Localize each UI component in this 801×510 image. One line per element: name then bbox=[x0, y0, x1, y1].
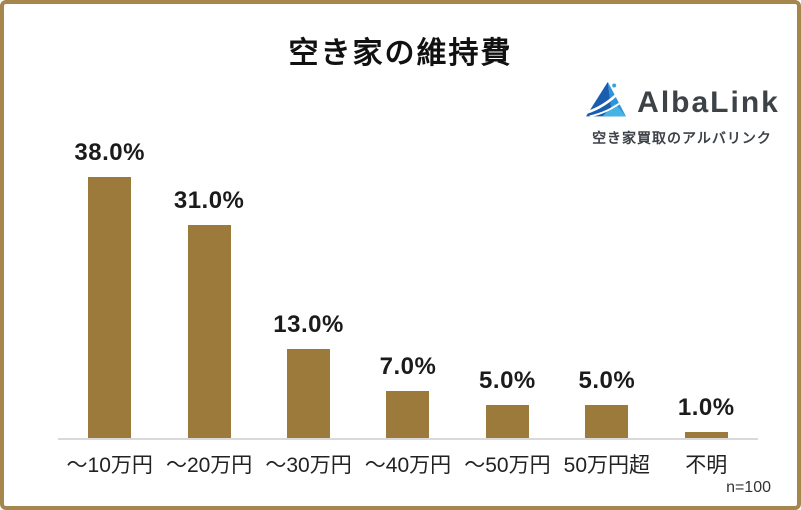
chart-title: 空き家の維持費 bbox=[288, 37, 513, 70]
category-label: ～30万円 bbox=[265, 454, 352, 477]
category-label: ～10万円 bbox=[66, 454, 153, 477]
logo-row: AlbaLink bbox=[584, 80, 780, 125]
category-label: 50万円超 bbox=[563, 454, 650, 477]
bar-column: 5.0% bbox=[557, 366, 656, 439]
bar bbox=[684, 432, 728, 439]
bar-value-label: 5.0% bbox=[578, 366, 636, 394]
bar-value-label: 5.0% bbox=[479, 366, 536, 394]
bar-column: 38.0% bbox=[60, 139, 159, 439]
albalink-logo: AlbaLink 空き家買取のアルバリンク bbox=[585, 80, 778, 148]
bar-column: 1.0% bbox=[657, 394, 756, 439]
bar-value-label: 31.0% bbox=[173, 187, 245, 215]
bar-value-label: 13.0% bbox=[273, 311, 344, 339]
logo-tagline: 空き家買取のアルバリンク bbox=[592, 130, 772, 146]
category-label: ～40万円 bbox=[364, 454, 452, 477]
bar bbox=[386, 390, 430, 439]
bar bbox=[187, 225, 231, 439]
bar bbox=[88, 176, 132, 439]
bar-column: 5.0% bbox=[458, 366, 557, 439]
bar-value-label: 7.0% bbox=[379, 352, 437, 380]
bar-column: 7.0% bbox=[358, 353, 457, 439]
category-label: ～20万円 bbox=[165, 454, 253, 477]
bar-column: 13.0% bbox=[259, 311, 358, 439]
bar-value-label: 1.0% bbox=[677, 394, 735, 422]
bar bbox=[585, 404, 629, 439]
category-label: 不明 bbox=[685, 454, 728, 477]
bar-column: 31.0% bbox=[159, 187, 258, 439]
bar bbox=[287, 349, 331, 439]
bar-chart: 38.0% 31.0% 13.0% 7.0% 5.0% 5.0% 1.0% bbox=[60, 139, 756, 439]
sample-size-label: n=100 bbox=[726, 479, 771, 496]
x-axis-line bbox=[58, 438, 758, 440]
category-label: ～50万円 bbox=[464, 454, 551, 477]
categories-row: ～10万円 ～20万円 ～30万円 ～40万円 ～50万円 50万円超 不明 bbox=[60, 449, 756, 479]
bars-row: 38.0% 31.0% 13.0% 7.0% 5.0% 5.0% 1.0% bbox=[60, 139, 756, 439]
bar bbox=[485, 404, 529, 439]
logo-wordmark: AlbaLink bbox=[637, 85, 780, 119]
bar-value-label: 38.0% bbox=[74, 138, 145, 166]
mountain-sail-logo-icon bbox=[584, 80, 628, 125]
